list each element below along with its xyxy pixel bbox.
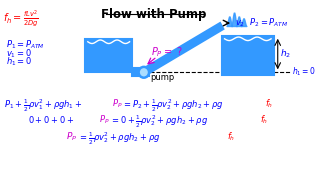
Text: Flow with Pump: Flow with Pump [101,8,206,21]
Text: $v_2\ \ P_2 = P_{ATM}$: $v_2\ \ P_2 = P_{ATM}$ [235,16,288,29]
Text: $P_1 = P_{ATM}$: $P_1 = P_{ATM}$ [6,39,45,51]
Bar [222,36,274,75]
Text: $= P_2+\frac{1}{2}\rho v_2^2+\rho gh_2+\rho g$: $= P_2+\frac{1}{2}\rho v_2^2+\rho gh_2+\… [122,98,224,114]
Text: $= \frac{1}{2}\rho v_2^2+\rho gh_2+\rho g$: $= \frac{1}{2}\rho v_2^2+\rho gh_2+\rho … [78,130,161,147]
Text: $P_P$: $P_P$ [66,130,77,143]
Text: $0+0+0+$: $0+0+0+$ [28,114,74,125]
Text: $h_2$: $h_2$ [280,47,291,60]
Bar [132,68,148,76]
Circle shape [139,67,149,78]
Text: $f_h$: $f_h$ [260,114,268,126]
Text: $v_1 = 0$: $v_1 = 0$ [6,48,32,60]
Text: $f_h = \frac{fLv^2}{2Dg}$: $f_h = \frac{fLv^2}{2Dg}$ [3,8,39,29]
Text: $P_P$: $P_P$ [99,114,110,126]
Text: $P_P$: $P_P$ [112,98,122,110]
Polygon shape [142,23,223,75]
Bar [85,39,132,72]
Text: $P_1+\frac{1}{2}\rho v_1^2+\rho gh_1+$: $P_1+\frac{1}{2}\rho v_1^2+\rho gh_1+$ [4,98,83,114]
Text: pump: pump [150,73,175,82]
Text: $= 0+\frac{1}{2}\rho v_2^2+\rho gh_2+\rho g$: $= 0+\frac{1}{2}\rho v_2^2+\rho gh_2+\rh… [110,114,208,130]
Text: $h_1=0$: $h_1=0$ [292,65,316,78]
Text: $h_1 = 0$: $h_1 = 0$ [6,56,32,68]
Text: $P_P = \ ?$: $P_P = \ ?$ [151,45,183,58]
Text: $f_h$: $f_h$ [265,98,274,110]
Text: $f_h$: $f_h$ [228,130,236,143]
